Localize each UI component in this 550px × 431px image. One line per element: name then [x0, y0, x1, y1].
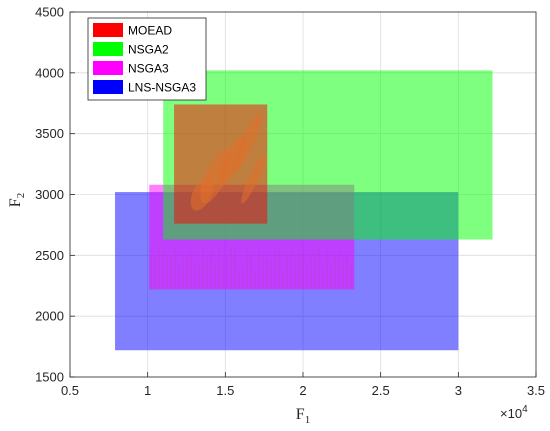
region-textures	[150, 113, 352, 290]
axis-ticks: 0.5 1 1.5 2 2.5 3 3.5 1500 2000 2500 3000 3500 4000 4…	[35, 5, 545, 399]
y-tick-label: 4000	[35, 65, 64, 80]
legend-label-nsga3: NSGA3	[128, 62, 169, 76]
y-tick-label: 3500	[35, 126, 64, 141]
y-axis-label: F2	[7, 193, 27, 207]
y-tick-label: 4500	[35, 5, 64, 20]
x-axis-label-sub: 1	[305, 414, 311, 426]
y-tick-label: 3000	[35, 187, 64, 202]
x-tick-label: 2.5	[372, 383, 390, 398]
series-regions	[115, 70, 493, 351]
x-exponent-power: 4	[522, 404, 528, 415]
moead-front-streak	[241, 154, 266, 204]
legend-label-nsga2: NSGA2	[128, 43, 169, 57]
legend-swatch-nsga3	[93, 61, 123, 75]
legend: MOEAD NSGA2 NSGA3 LNS-NSGA3	[87, 17, 207, 101]
legend-swatch-lns-nsga3	[93, 80, 123, 94]
x-tick-label: 3.5	[527, 383, 545, 398]
y-axis-label-sub: 2	[15, 193, 27, 199]
y-tick-label: 2500	[35, 248, 64, 263]
x-tick-label: 2	[299, 383, 306, 398]
x-axis-label: F1	[296, 406, 310, 426]
x-tick-label: 0.5	[61, 383, 79, 398]
moead-front-streak	[190, 177, 214, 211]
legend-label-lns-nsga3: LNS-NSGA3	[128, 81, 196, 95]
x-tick-label: 1.5	[216, 383, 234, 398]
y-tick-label: 2000	[35, 309, 64, 324]
x-tick-label: 1	[144, 383, 151, 398]
legend-label-moead: MOEAD	[128, 24, 172, 38]
x-tick-label: 3	[455, 383, 462, 398]
x-exponent: ×104	[500, 404, 528, 421]
legend-swatch-moead	[93, 23, 123, 37]
legend-swatch-nsga2	[93, 42, 123, 56]
y-tick-label: 1500	[35, 370, 64, 385]
